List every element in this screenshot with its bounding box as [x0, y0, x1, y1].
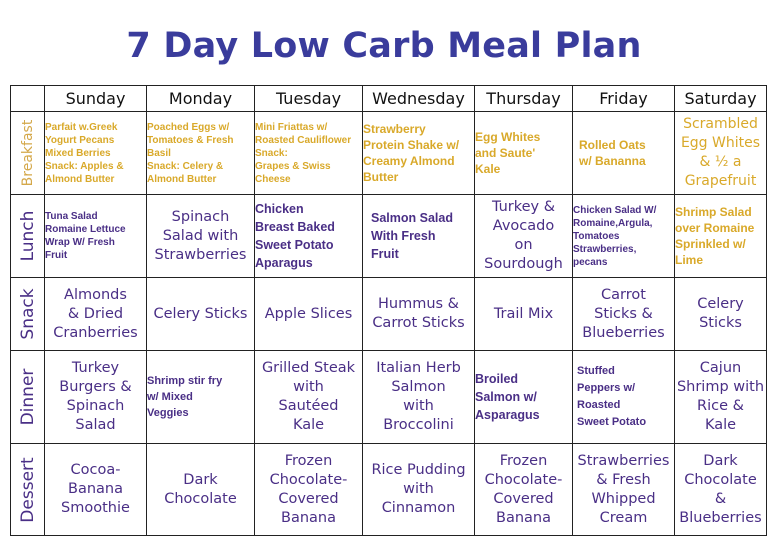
meal-cell: Tuna Salad Romaine Lettuce Wrap W/ Fresh…: [44, 194, 147, 278]
row-label-breakfast: Breakfast: [10, 111, 45, 195]
meal-text: Hummus & Carrot Sticks: [372, 296, 465, 331]
meal-cell: Broiled Salmon w/ Asparagus: [474, 350, 573, 444]
day-header-tuesday: Tuesday: [254, 85, 363, 112]
day-header-friday: Friday: [572, 85, 675, 112]
row-label-snack: Snack: [10, 277, 45, 351]
meal-text: Trail Mix: [493, 305, 554, 322]
meal-text: Rolled Oats w/ Bananna: [579, 138, 646, 168]
meal-cell: Chicken Breast Baked Sweet Potato Aparag…: [254, 194, 363, 278]
day-header-saturday: Saturday: [674, 85, 767, 112]
meal-cell: Shrimp Salad over Romaine Sprinkled w/ L…: [674, 194, 767, 278]
meal-text: Parfait w.Greek Yogurt Pecans Mixed Berr…: [45, 121, 124, 185]
meal-cell: Parfait w.Greek Yogurt Pecans Mixed Berr…: [44, 111, 147, 195]
meal-cell: Mini Friattas w/ Roasted Cauliflower Sna…: [254, 111, 363, 195]
meal-text: Dark Chocolate & Blueberries: [679, 452, 762, 526]
meal-cell: Cajun Shrimp with Rice & Kale: [674, 350, 767, 444]
meal-cell: Hummus & Carrot Sticks: [362, 277, 475, 351]
meal-text: Turkey Burgers & Spinach Salad: [59, 360, 132, 433]
meal-cell: Trail Mix: [474, 277, 573, 351]
day-header-row: Sunday Monday Tuesday Wednesday Thursday…: [10, 85, 767, 112]
meal-text: Almonds & Dried Cranberries: [53, 286, 138, 341]
meal-row-breakfast: Breakfast Parfait w.Greek Yogurt Pecans …: [10, 111, 767, 195]
meal-cell: Turkey Burgers & Spinach Salad: [44, 350, 147, 444]
meal-cell: Egg Whites and Saute' Kale: [474, 111, 573, 195]
meal-cell: Strawberry Protein Shake w/ Creamy Almon…: [362, 111, 475, 195]
meal-cell: Dark Chocolate & Blueberries: [674, 443, 767, 536]
meal-text: Spinach Salad with Strawberries: [154, 208, 247, 263]
meal-text: Strawberry Protein Shake w/ Creamy Almon…: [363, 122, 460, 184]
meal-cell: Frozen Chocolate- Covered Banana: [254, 443, 363, 536]
meal-cell: Carrot Sticks & Blueberries: [572, 277, 675, 351]
meal-text: Rice Pudding with Cinnamon: [371, 462, 466, 516]
meal-cell: Celery Sticks: [674, 277, 767, 351]
meal-cell: Frozen Chocolate- Covered Banana: [474, 443, 573, 536]
meal-cell: Scrambled Egg Whites & ½ a Grapefruit: [674, 111, 767, 195]
meal-cell: Chicken Salad W/ Romaine,Argula, Tomatoe…: [572, 194, 675, 278]
meal-cell: Stuffed Peppers w/ Roasted Sweet Potato: [572, 350, 675, 444]
meal-cell: Poached Eggs w/ Tomatoes & Fresh Basil S…: [146, 111, 255, 195]
meal-cell: Italian Herb Salmon with Broccolini: [362, 350, 475, 444]
meal-cell: Spinach Salad with Strawberries: [146, 194, 255, 278]
meal-cell: Almonds & Dried Cranberries: [44, 277, 147, 351]
meal-text: Cajun Shrimp with Rice & Kale: [676, 360, 765, 433]
meal-text: Broiled Salmon w/ Asparagus: [475, 372, 540, 422]
meal-cell: Rolled Oats w/ Bananna: [572, 111, 675, 195]
meal-text: Strawberries & Fresh Whipped Cream: [577, 452, 670, 526]
meal-text: Frozen Chocolate- Covered Banana: [269, 452, 348, 526]
meal-cell: Salmon Salad With Fresh Fruit: [362, 194, 475, 278]
meal-text: Dark Chocolate: [164, 471, 237, 507]
meal-text: Poached Eggs w/ Tomatoes & Fresh Basil S…: [147, 121, 234, 185]
meal-text: Shrimp Salad over Romaine Sprinkled w/ L…: [675, 205, 755, 267]
meal-text: Scrambled Egg Whites & ½ a Grapefruit: [680, 116, 761, 189]
corner-cell: [10, 85, 45, 112]
meal-text: Celery Sticks: [153, 305, 248, 322]
meal-text: Celery Sticks: [697, 296, 744, 331]
meal-cell: Celery Sticks: [146, 277, 255, 351]
meal-text: Shrimp stir fry w/ Mixed Veggies: [147, 375, 223, 419]
meal-text: Cocoa- Banana Smoothie: [61, 462, 130, 516]
meal-cell: Grilled Steak with Sautéed Kale: [254, 350, 363, 444]
meal-cell: Cocoa- Banana Smoothie: [44, 443, 147, 536]
meal-text: Egg Whites and Saute' Kale: [475, 130, 541, 176]
meal-cell: Strawberries & Fresh Whipped Cream: [572, 443, 675, 536]
meal-plan-table: Sunday Monday Tuesday Wednesday Thursday…: [10, 85, 767, 536]
meal-row-dinner: Dinner Turkey Burgers & Spinach Salad Sh…: [10, 350, 767, 444]
meal-cell: Rice Pudding with Cinnamon: [362, 443, 475, 536]
meal-cell: Turkey & Avocado on Sourdough: [474, 194, 573, 278]
meal-text: Grilled Steak with Sautéed Kale: [261, 360, 356, 433]
meal-row-snack: Snack Almonds & Dried Cranberries Celery…: [10, 277, 767, 351]
row-label-lunch: Lunch: [10, 194, 45, 278]
meal-text: Frozen Chocolate- Covered Banana: [484, 452, 563, 526]
meal-cell: Dark Chocolate: [146, 443, 255, 536]
meal-cell: Shrimp stir fry w/ Mixed Veggies: [146, 350, 255, 444]
day-header-monday: Monday: [146, 85, 255, 112]
meal-text: Apple Slices: [264, 305, 353, 322]
meal-text: Salmon Salad With Fresh Fruit: [371, 211, 453, 261]
meal-text: Stuffed Peppers w/ Roasted Sweet Potato: [577, 365, 647, 428]
row-label-dessert: Dessert: [10, 443, 45, 536]
meal-text: Turkey & Avocado on Sourdough: [484, 199, 563, 272]
meal-text: Chicken Breast Baked Sweet Potato Aparag…: [255, 202, 335, 270]
meal-text: Chicken Salad W/ Romaine,Argula, Tomatoe…: [573, 204, 657, 268]
meal-text: Carrot Sticks & Blueberries: [582, 286, 665, 341]
row-label-dinner: Dinner: [10, 350, 45, 444]
meal-text: Italian Herb Salmon with Broccolini: [376, 360, 461, 433]
day-header-sunday: Sunday: [44, 85, 147, 112]
page-title: 7 Day Low Carb Meal Plan: [126, 26, 642, 66]
day-header-wednesday: Wednesday: [362, 85, 475, 112]
meal-text: Tuna Salad Romaine Lettuce Wrap W/ Fresh…: [45, 211, 126, 261]
meal-row-lunch: Lunch Tuna Salad Romaine Lettuce Wrap W/…: [10, 194, 767, 278]
day-header-thursday: Thursday: [474, 85, 573, 112]
meal-row-dessert: Dessert Cocoa- Banana Smoothie Dark Choc…: [10, 443, 767, 536]
meal-cell: Apple Slices: [254, 277, 363, 351]
meal-text: Mini Friattas w/ Roasted Cauliflower Sna…: [255, 121, 352, 185]
